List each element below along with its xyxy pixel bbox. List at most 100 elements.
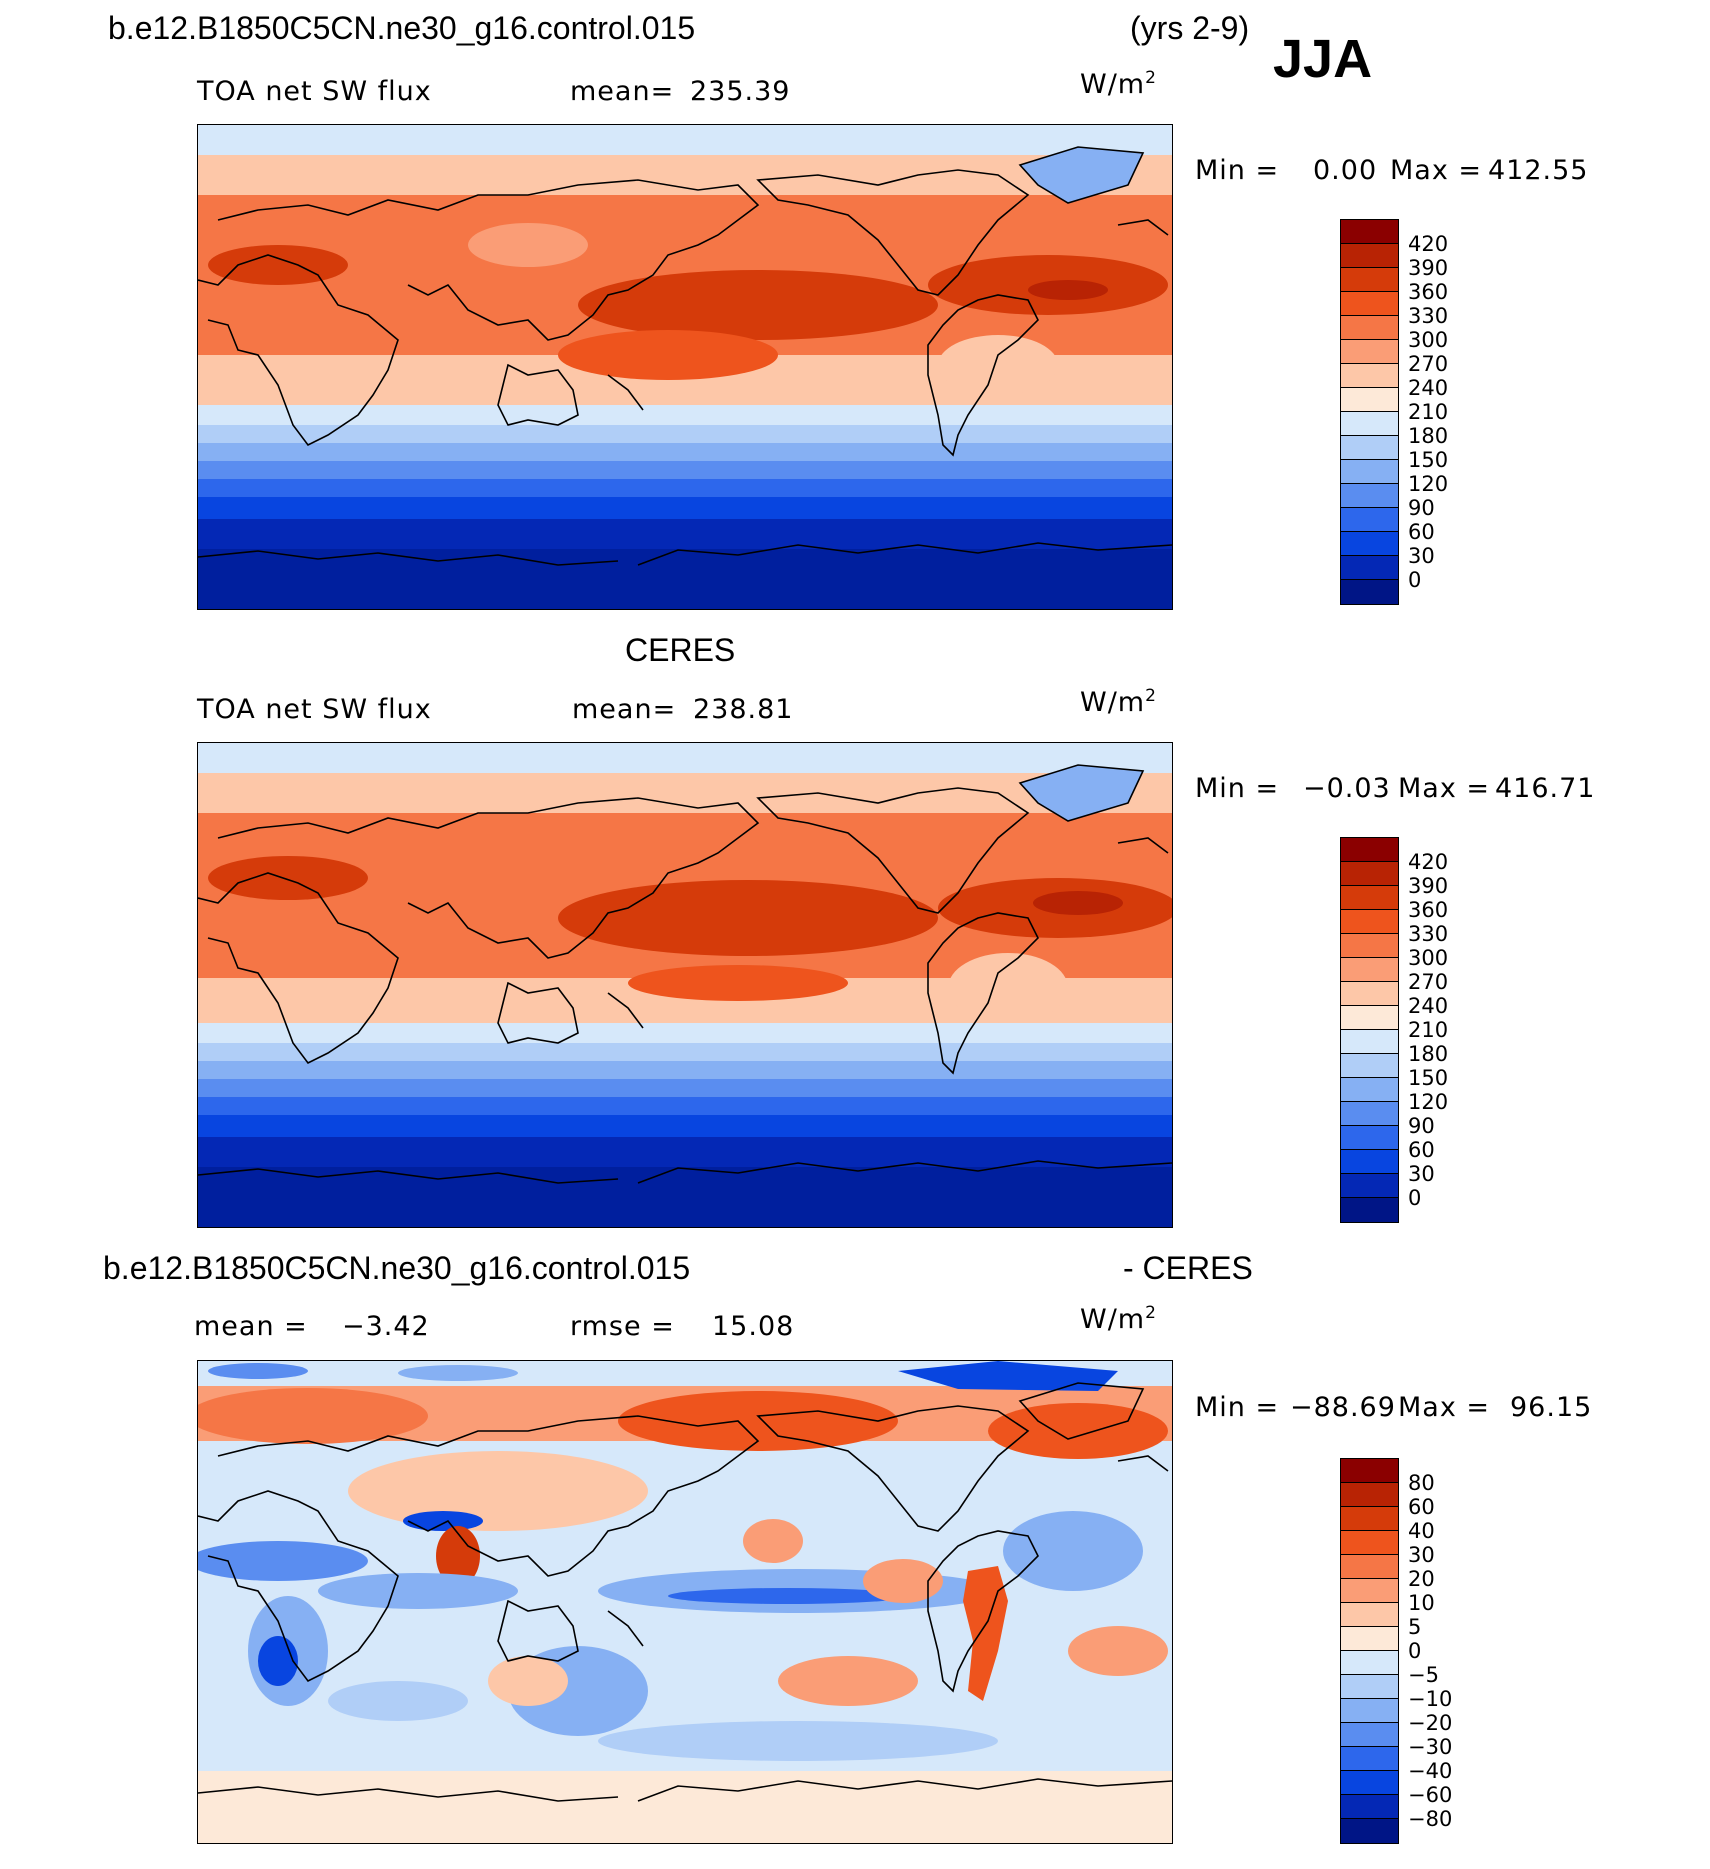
- panel3-rmse-label: rmse =: [570, 1311, 675, 1342]
- panel3-min-value: −88.69: [1290, 1392, 1396, 1423]
- colorbar-tick-label: 30: [1408, 544, 1435, 568]
- colorbar-swatch: [1341, 1555, 1398, 1579]
- colorbar-tick-label: 150: [1408, 448, 1449, 472]
- panel3-mean-value: −3.42: [342, 1311, 430, 1342]
- colorbar-swatch: [1341, 886, 1398, 910]
- colorbar-swatch: [1341, 316, 1398, 340]
- season-label: JJA: [1273, 29, 1373, 89]
- colorbar-swatch: [1341, 1627, 1398, 1651]
- panel2-mean-label: mean=: [572, 694, 677, 725]
- colorbar-tick-label: 60: [1408, 1495, 1435, 1519]
- colorbar-tick-label: −30: [1408, 1735, 1453, 1759]
- colorbar-swatch: [1341, 436, 1398, 460]
- colorbar-swatch: [1341, 484, 1398, 508]
- colorbar-swatch: [1341, 1531, 1398, 1555]
- colorbar-tick-label: 60: [1408, 520, 1435, 544]
- colorbar-swatch: [1341, 1675, 1398, 1699]
- panel2-map: [197, 742, 1173, 1228]
- colorbar-tick-label: −5: [1408, 1663, 1439, 1687]
- colorbar-tick-label: 390: [1408, 256, 1449, 280]
- colorbar-swatch: [1341, 364, 1398, 388]
- colorbar-swatch: [1341, 1723, 1398, 1747]
- panel3-rmse-value: 15.08: [712, 1311, 795, 1342]
- colorbar-tick-label: 60: [1408, 1138, 1435, 1162]
- panel1-mean-value: 235.39: [690, 76, 791, 107]
- panel3-title-left: b.e12.B1850C5CN.ne30_g16.control.015: [103, 1250, 691, 1286]
- panel3-units: W/m2: [1080, 1303, 1157, 1335]
- colorbar-tick-label: 80: [1408, 1471, 1435, 1495]
- colorbar-swatch: [1341, 1507, 1398, 1531]
- colorbar-swatch: [1341, 1054, 1398, 1078]
- colorbar-swatch: [1341, 340, 1398, 364]
- panel3-min-label: Min =: [1195, 1392, 1280, 1423]
- colorbar-tick-label: −80: [1408, 1807, 1453, 1831]
- panel2-units: W/m2: [1080, 686, 1157, 718]
- panel1-map-image: [198, 125, 1172, 609]
- colorbar-tick-label: 150: [1408, 1066, 1449, 1090]
- colorbar-tick-label: 10: [1408, 1591, 1435, 1615]
- colorbar-swatch: [1341, 1579, 1398, 1603]
- colorbar-swatch: [1341, 958, 1398, 982]
- colorbar-swatch: [1341, 1819, 1398, 1843]
- colorbar-tick-label: 0: [1408, 1639, 1422, 1663]
- colorbar-tick-label: 5: [1408, 1615, 1422, 1639]
- colorbar-swatch: [1341, 532, 1398, 556]
- colorbar-swatch: [1341, 1651, 1398, 1675]
- colorbar-tick-label: 90: [1408, 1114, 1435, 1138]
- colorbar-tick-label: 270: [1408, 352, 1449, 376]
- colorbar-tick-label: 330: [1408, 304, 1449, 328]
- colorbar-tick-label: 240: [1408, 376, 1449, 400]
- panel2-max-value: 416.71: [1495, 773, 1596, 804]
- panel2-field-label: TOA net SW flux: [197, 694, 432, 725]
- panel3-mean-label: mean =: [194, 1311, 308, 1342]
- colorbar-swatch: [1341, 1699, 1398, 1723]
- colorbar-swatch: [1341, 268, 1398, 292]
- panel3-title-right: - CERES: [1123, 1250, 1253, 1286]
- colorbar-swatch: [1341, 556, 1398, 580]
- panel3-max-label: Max =: [1398, 1392, 1491, 1423]
- colorbar-tick-label: 180: [1408, 1042, 1449, 1066]
- colorbar-swatch: [1341, 910, 1398, 934]
- colorbar-tick-label: 0: [1408, 1186, 1422, 1210]
- colorbar-swatch: [1341, 412, 1398, 436]
- colorbar-tick-label: 30: [1408, 1543, 1435, 1567]
- colorbar-swatch: [1341, 1006, 1398, 1030]
- panel3-max-value: 96.15: [1510, 1392, 1593, 1423]
- colorbar-swatch: [1341, 1603, 1398, 1627]
- colorbar-tick-label: 420: [1408, 232, 1449, 256]
- panel1-map: [197, 124, 1173, 610]
- panel1-min-label: Min =: [1195, 155, 1280, 186]
- colorbar-swatch: [1341, 1459, 1398, 1483]
- colorbar-tick-label: 330: [1408, 922, 1449, 946]
- colorbar-tick-label: 20: [1408, 1567, 1435, 1591]
- panel1-units: W/m2: [1080, 68, 1157, 100]
- panel2-min-value: −0.03: [1303, 773, 1391, 804]
- colorbar-swatch: [1341, 1795, 1398, 1819]
- panel1-max-label: Max =: [1390, 155, 1483, 186]
- colorbar-swatch: [1341, 292, 1398, 316]
- case-title: b.e12.B1850C5CN.ne30_g16.control.015: [108, 10, 696, 46]
- panel2-title: CERES: [625, 632, 736, 668]
- colorbar-swatch: [1341, 1174, 1398, 1198]
- colorbar-tick-label: 300: [1408, 328, 1449, 352]
- panel2-map-image: [198, 743, 1172, 1227]
- colorbar-tick-label: 210: [1408, 400, 1449, 424]
- colorbar-swatch: [1341, 862, 1398, 886]
- colorbar-tick-label: −10: [1408, 1687, 1453, 1711]
- panel1-max-value: 412.55: [1488, 155, 1589, 186]
- colorbar-swatch: [1341, 1747, 1398, 1771]
- colorbar-tick-label: 360: [1408, 898, 1449, 922]
- colorbar-tick-label: 270: [1408, 970, 1449, 994]
- colorbar-swatch: [1341, 508, 1398, 532]
- panel2-max-label: Max =: [1398, 773, 1491, 804]
- colorbar-tick-label: −40: [1408, 1759, 1453, 1783]
- colorbar-tick-label: 30: [1408, 1162, 1435, 1186]
- panel2-mean-value: 238.81: [693, 694, 794, 725]
- panel3-map-image: [198, 1361, 1172, 1843]
- colorbar-tick-label: 300: [1408, 946, 1449, 970]
- panel2-min-label: Min =: [1195, 773, 1280, 804]
- years-label: (yrs 2-9): [1130, 10, 1250, 46]
- panel3-map: [197, 1360, 1173, 1844]
- panel3-colorbar: [1340, 1458, 1399, 1844]
- colorbar-tick-label: −60: [1408, 1783, 1453, 1807]
